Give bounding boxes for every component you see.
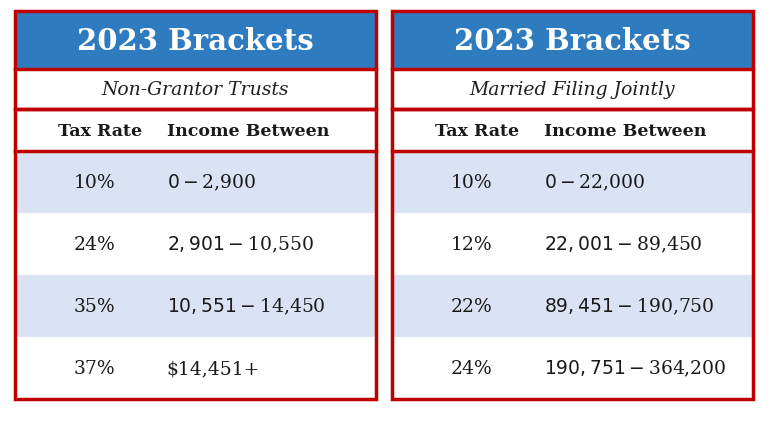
Text: 37%: 37% [74,359,115,377]
Text: 10%: 10% [451,173,492,192]
Bar [392,110,753,399]
Text: 2023 Brackets: 2023 Brackets [77,26,314,55]
Text: Income Between: Income Between [167,122,329,139]
Bar [15,110,376,399]
Bar [15,275,376,337]
Bar [392,213,753,275]
Bar [15,12,376,70]
Bar [15,213,376,275]
Text: $0 - $22,000: $0 - $22,000 [544,173,645,193]
Bar [392,70,753,110]
Text: 12%: 12% [451,236,492,253]
Text: $0 - $2,900: $0 - $2,900 [167,173,256,193]
Text: Non-Grantor Trusts: Non-Grantor Trusts [101,81,290,99]
Text: $14,451+: $14,451+ [167,359,260,377]
Text: $22,001 - $89,450: $22,001 - $89,450 [544,234,702,255]
Text: 22%: 22% [451,297,492,315]
Text: Tax Rate: Tax Rate [58,122,142,139]
Bar [392,275,753,337]
Text: Income Between: Income Between [544,122,706,139]
Text: $10,551 - $14,450: $10,551 - $14,450 [167,296,326,317]
Bar [392,152,753,213]
Text: 24%: 24% [451,359,492,377]
Text: 10%: 10% [74,173,115,192]
Bar [392,12,753,110]
Text: 2023 Brackets: 2023 Brackets [454,26,691,55]
Bar [392,337,753,399]
Bar [15,152,376,213]
Bar [15,337,376,399]
Text: Tax Rate: Tax Rate [435,122,519,139]
Text: 35%: 35% [74,297,115,315]
Text: 24%: 24% [74,236,115,253]
Text: $2,901 - $10,550: $2,901 - $10,550 [167,234,313,255]
Text: Married Filing Jointly: Married Filing Jointly [470,81,675,99]
Text: $89,451 - $190,750: $89,451 - $190,750 [544,296,714,317]
Text: $190,751 - $364,200: $190,751 - $364,200 [544,358,727,378]
Bar [15,70,376,110]
Bar [15,12,376,110]
Bar [392,12,753,70]
Bar [15,110,376,399]
Bar [392,110,753,399]
